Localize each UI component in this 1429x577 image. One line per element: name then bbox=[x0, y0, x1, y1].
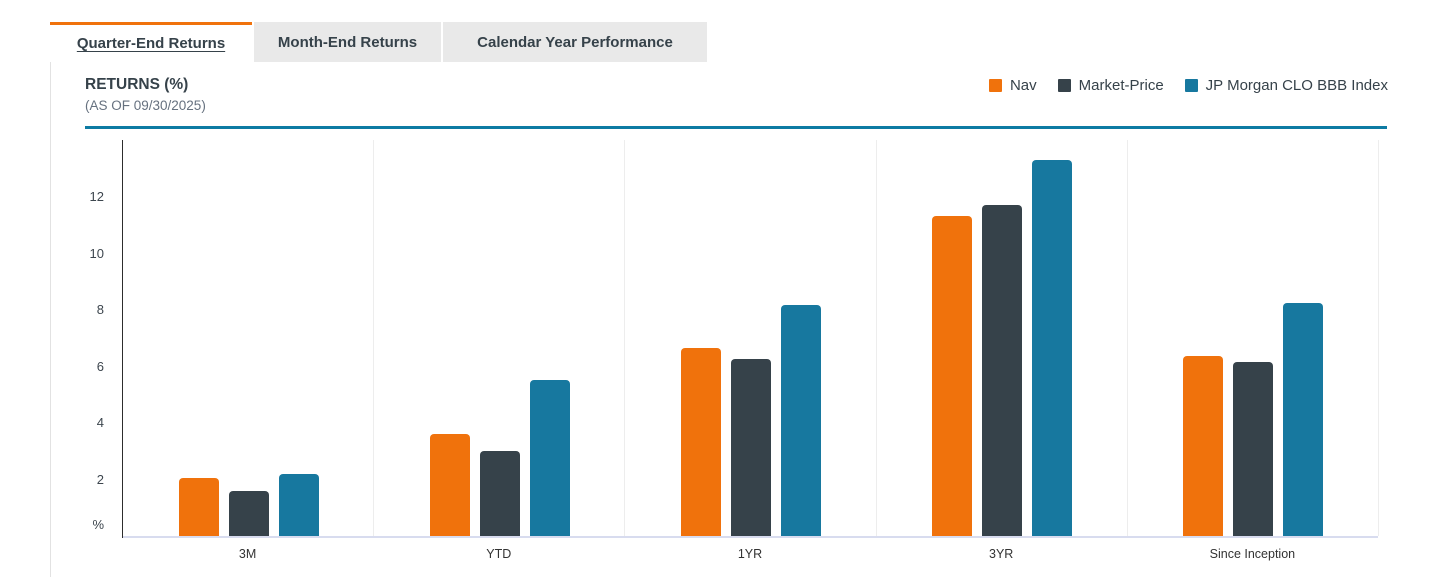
bar-jp-morgan-clo-bbb-index-1yr bbox=[781, 305, 821, 536]
legend-label-market-price: Market-Price bbox=[1078, 77, 1164, 94]
bar-market-price-1yr bbox=[731, 359, 771, 536]
chart-legend: Nav Market-Price JP Morgan CLO BBB Index bbox=[988, 77, 1388, 94]
bar-chart-plot-area bbox=[122, 140, 1379, 538]
y-tick-label-6: 6 bbox=[96, 358, 104, 374]
legend-label-jp-morgan-clo-bbb-index: JP Morgan CLO BBB Index bbox=[1205, 77, 1388, 94]
tab-month-end-returns[interactable]: Month-End Returns bbox=[254, 22, 441, 62]
y-tick-label-4: 4 bbox=[96, 415, 104, 431]
legend-item-nav: Nav bbox=[988, 77, 1037, 94]
bar-market-price-ytd bbox=[479, 451, 520, 536]
bar-nav-3m bbox=[178, 478, 219, 536]
x-axis-baseline bbox=[123, 536, 1378, 538]
legend-label-nav: Nav bbox=[1009, 77, 1037, 94]
category-label-ytd: YTD bbox=[486, 547, 512, 561]
bar-jp-morgan-clo-bbb-index-ytd bbox=[529, 380, 570, 536]
bar-jp-morgan-clo-bbb-index-3m bbox=[278, 473, 319, 536]
legend-item-jp-morgan-clo-bbb-index: JP Morgan CLO BBB Index bbox=[1184, 77, 1388, 94]
category-separator bbox=[624, 140, 626, 536]
category-separator bbox=[875, 140, 877, 536]
tab-quarter-end-returns[interactable]: Quarter-End Returns bbox=[50, 22, 252, 62]
legend-swatch-market-price bbox=[1057, 79, 1071, 92]
category-label-3yr: 3YR bbox=[989, 547, 1014, 561]
header-divider bbox=[85, 126, 1387, 129]
page-title: RETURNS (%) bbox=[85, 76, 189, 93]
bar-jp-morgan-clo-bbb-index-since-inception bbox=[1283, 302, 1324, 536]
y-tick-label-12: 12 bbox=[89, 188, 104, 204]
category-separator bbox=[373, 140, 375, 536]
legend-swatch-jp-morgan-clo-bbb-index bbox=[1184, 79, 1198, 92]
category-separator bbox=[1126, 140, 1128, 536]
tab-calendar-year-performance[interactable]: Calendar Year Performance bbox=[443, 22, 707, 62]
bar-jp-morgan-clo-bbb-index-3yr bbox=[1032, 159, 1073, 536]
bar-market-price-3yr bbox=[982, 204, 1023, 536]
bar-nav-3yr bbox=[932, 216, 973, 536]
category-label-since-inception: Since Inception bbox=[1209, 547, 1296, 561]
y-axis-unit-label: % bbox=[92, 517, 104, 532]
y-tick-label-2: 2 bbox=[96, 471, 104, 487]
bar-nav-since-inception bbox=[1183, 356, 1224, 536]
page-subtitle: (AS OF 09/30/2025) bbox=[85, 98, 206, 113]
category-label-1yr: 1YR bbox=[737, 547, 763, 561]
panel-left-border bbox=[50, 22, 51, 577]
legend-item-market-price: Market-Price bbox=[1057, 77, 1164, 94]
category-separator bbox=[1378, 140, 1379, 536]
y-tick-label-10: 10 bbox=[89, 245, 104, 261]
bar-nav-1yr bbox=[681, 347, 721, 536]
bar-market-price-3m bbox=[228, 490, 269, 536]
bar-market-price-since-inception bbox=[1233, 361, 1274, 536]
category-label-3m: 3M bbox=[238, 547, 257, 561]
y-tick-label-8: 8 bbox=[96, 302, 104, 318]
bar-nav-ytd bbox=[429, 434, 470, 536]
tab-bar: Quarter-End Returns Month-End Returns Cale… bbox=[50, 22, 707, 62]
legend-swatch-nav bbox=[988, 79, 1002, 92]
